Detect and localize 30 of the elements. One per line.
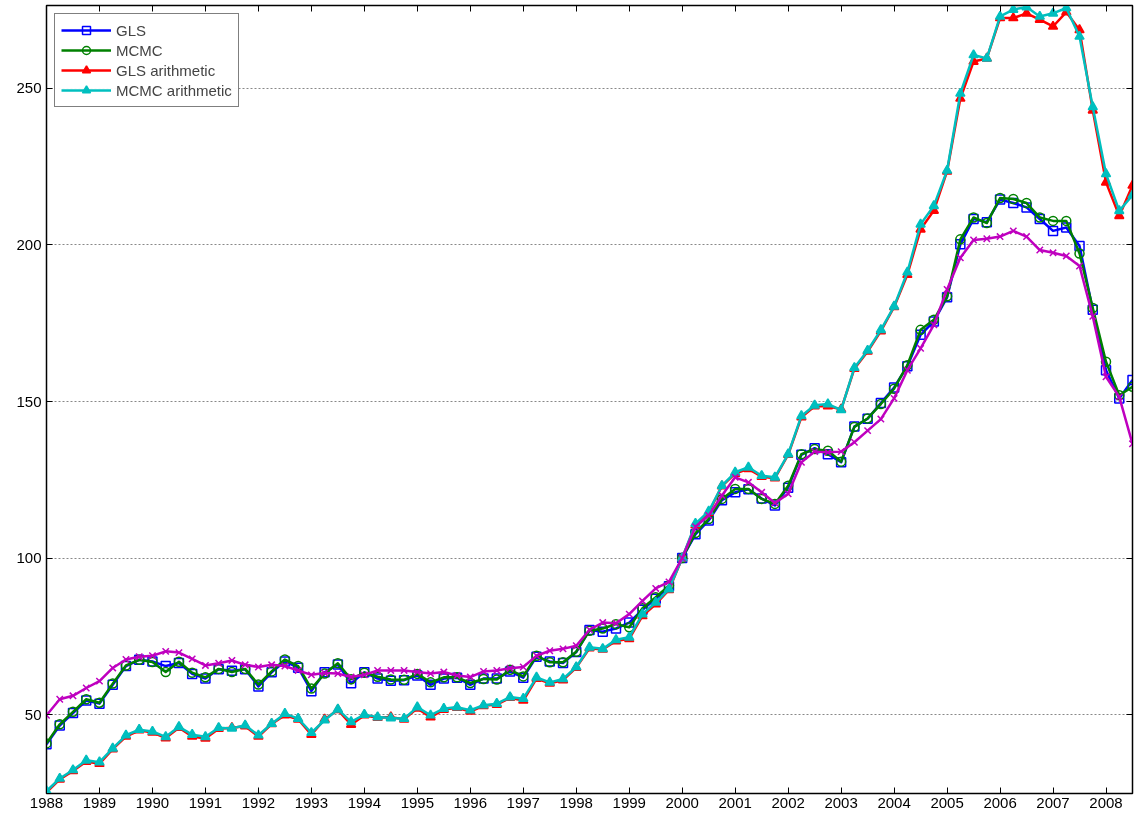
x-tick-label: 1999 [612, 793, 646, 811]
x-tick-label: 1988 [29, 793, 64, 811]
x-tick-label: 2008 [1089, 793, 1123, 811]
x-tick-label: 2005 [930, 793, 964, 811]
y-tick-label: 150 [16, 392, 42, 410]
x-tick-label: 2004 [877, 793, 911, 811]
x-tick-label: 1993 [294, 793, 329, 811]
legend-label: MCMC arithmetic [116, 81, 232, 99]
x-tick-label: 2006 [983, 793, 1017, 811]
x-tick-label: 2001 [718, 793, 752, 811]
x-tick-label: 2002 [771, 793, 805, 811]
x-tick-label: 1990 [135, 793, 170, 811]
x-tick-label: 2007 [1036, 793, 1070, 811]
y-tick-label: 50 [24, 705, 42, 723]
x-tick-label: 1989 [82, 793, 117, 811]
x-tick-label: 2003 [824, 793, 858, 811]
x-tick-label: 2000 [665, 793, 699, 811]
x-tick-label: 1992 [241, 793, 276, 811]
legend-label: GLS [116, 21, 147, 39]
y-tick-label: 250 [16, 79, 42, 97]
x-tick-label: 1998 [559, 793, 593, 811]
y-tick-label: 200 [16, 236, 42, 253]
y-tick-label: 100 [16, 549, 42, 567]
x-tick-label: 1991 [188, 793, 223, 811]
x-tick-label: 1994 [347, 793, 382, 811]
legend-label: GLS arithmetic [116, 61, 216, 79]
x-tick-label: 1995 [400, 793, 435, 811]
x-tick-label: 1996 [453, 793, 487, 811]
x-tick-label: 1997 [506, 793, 540, 811]
legend-label: MCMC [116, 41, 163, 59]
